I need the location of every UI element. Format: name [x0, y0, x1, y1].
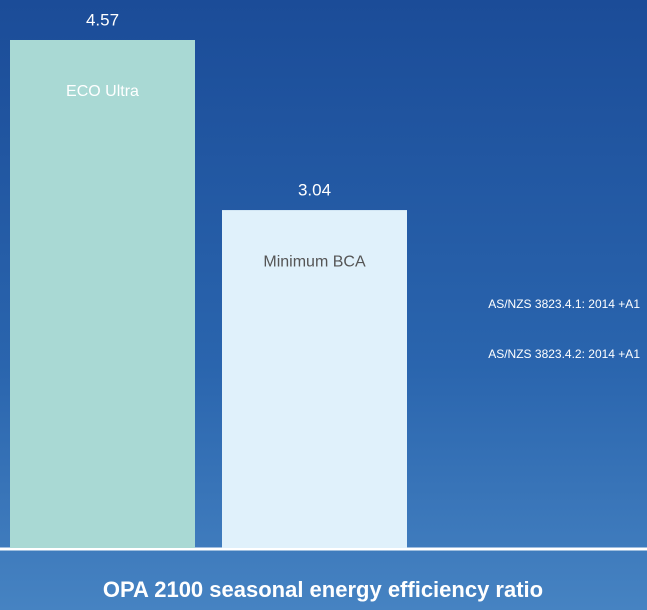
category-label: ECO Ultra — [66, 83, 139, 100]
bar — [10, 40, 195, 548]
chart: OPA 2100 seasonal energy efficiency rati… — [0, 0, 647, 610]
value-label: 3.04 — [298, 181, 331, 200]
category-label: Minimum BCA — [263, 253, 366, 270]
annotation: AS/NZS 3823.4.1: 2014 +A1 — [488, 297, 640, 311]
chart-title: OPA 2100 seasonal energy efficiency rati… — [103, 577, 543, 602]
value-label: 4.57 — [86, 10, 119, 29]
annotation: AS/NZS 3823.4.2: 2014 +A1 — [488, 347, 640, 361]
